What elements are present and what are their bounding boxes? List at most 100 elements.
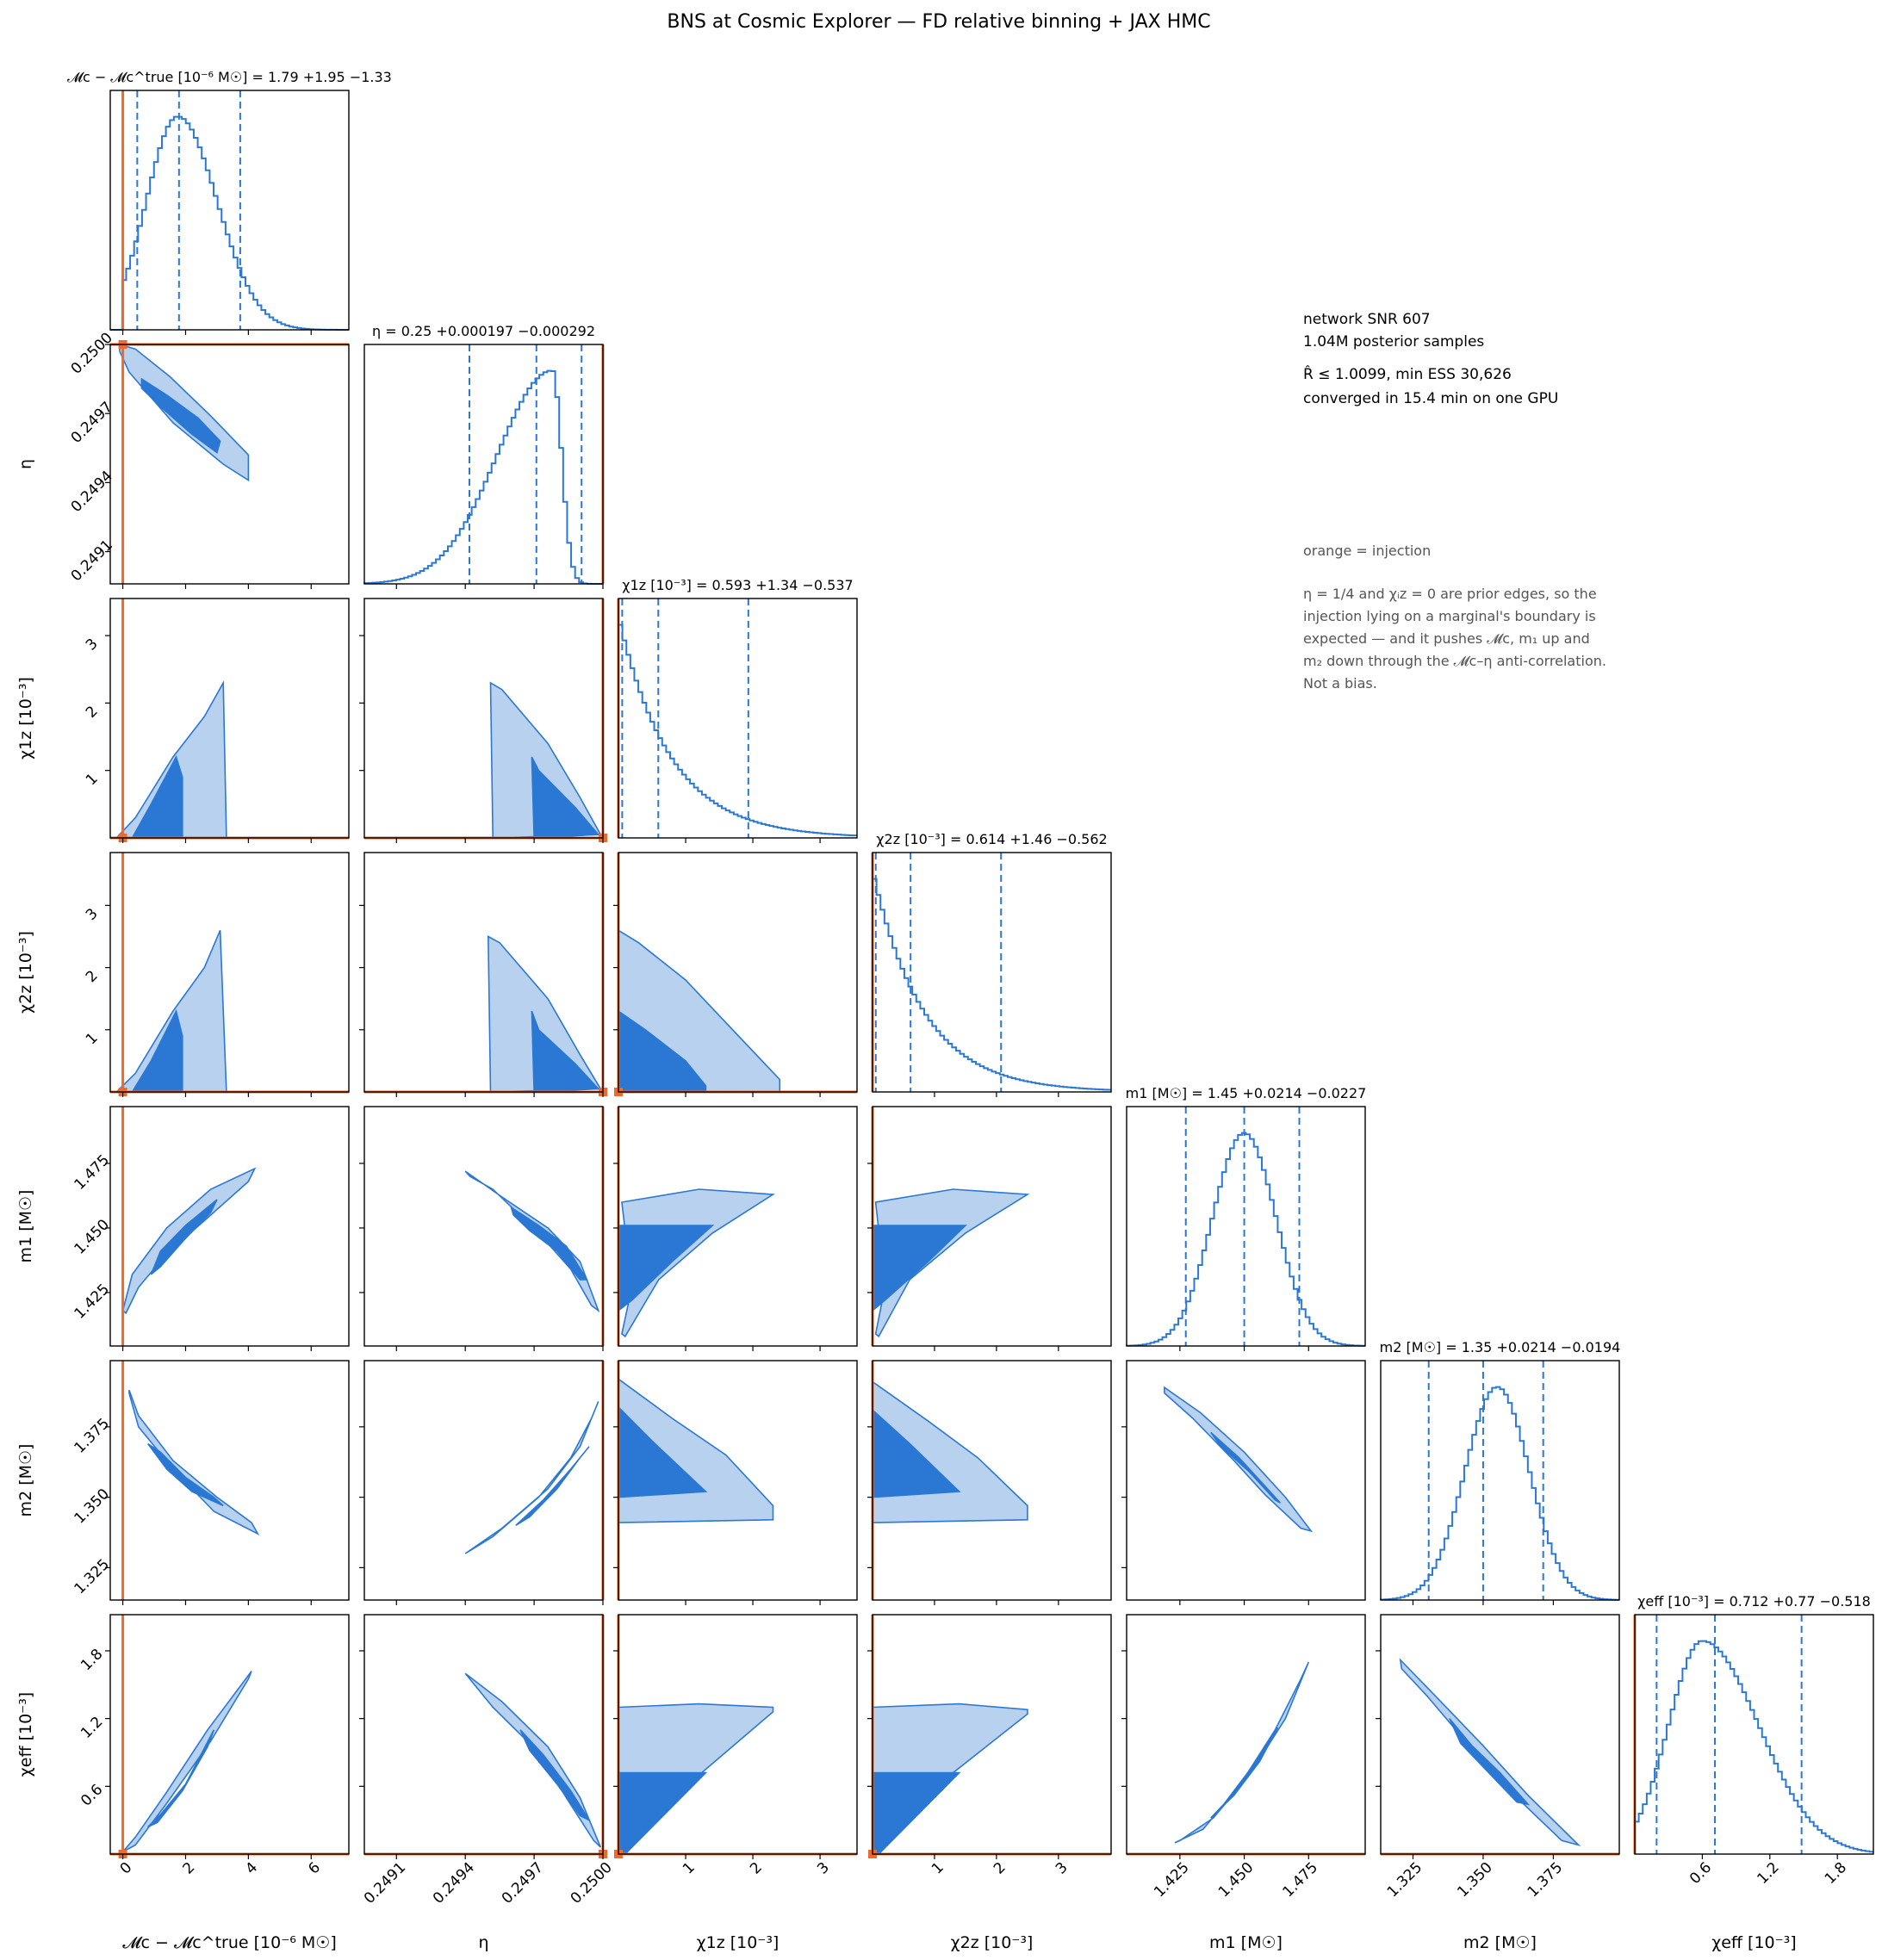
info-line-snr: network SNR 607 xyxy=(1303,311,1431,328)
ytick-label-m2: 1.350 xyxy=(71,1486,114,1528)
contour-inner-m1-mc xyxy=(150,1199,218,1275)
ytick-label-chi2: 2 xyxy=(83,967,102,986)
panel-m1-vs-m1: m1 [M☉] = 1.45 +0.0214 −0.0227 xyxy=(1126,1085,1367,1351)
panel-chieff-vs-eta: 0.2491 0.2494 0.2497 0.2500 xyxy=(359,1614,616,1907)
panel-frame xyxy=(1126,1106,1366,1347)
ytick-label-eta: 0.2497 xyxy=(68,399,116,447)
panel-m1-vs-chi2 xyxy=(867,1106,1112,1351)
contour-inner-m1-chi1 xyxy=(618,1225,715,1312)
xtick-label-chieff: 1.8 xyxy=(1822,1859,1850,1888)
panel-frame xyxy=(363,1106,604,1347)
contour-inner-eta-mc xyxy=(140,377,221,454)
panel-frame xyxy=(109,344,350,585)
note-block: orange = injection η = 1/4 and χᵢz = 0 a… xyxy=(1303,543,1606,692)
panel-chi2-vs-chi2: χ2z [10⁻³] = 0.614 +1.46 −0.562 xyxy=(871,831,1112,1097)
ytick-label-chi2: 1 xyxy=(83,1029,102,1048)
marginal-title-m1: m1 [M☉] = 1.45 +0.0214 −0.0227 xyxy=(1126,1085,1367,1101)
xaxis-label-chi1: χ1z [10⁻³] xyxy=(697,1933,780,1952)
info-line-rhat: R̂ ≤ 1.0099, min ESS 30,626 xyxy=(1303,365,1512,383)
contour-outer-chieff-mc xyxy=(121,1671,252,1853)
panel-frame xyxy=(363,598,604,839)
panel-mc-vs-mc: 𝓜c − 𝓜c^true [10⁻⁶ M☉] = 1.79 +1.95 −1.3… xyxy=(67,69,392,335)
panel-frame xyxy=(1634,1614,1874,1855)
contour-outer-m1-eta xyxy=(464,1170,600,1313)
ytick-label-chi2: 3 xyxy=(83,905,102,924)
panel-frame xyxy=(618,1360,858,1601)
marginal-title-mc: 𝓜c − 𝓜c^true [10⁻⁶ M☉] = 1.79 +1.95 −1.3… xyxy=(67,69,392,85)
contour-inner-chieff-eta xyxy=(519,1729,592,1822)
xtick-label-chieff: 0.6 xyxy=(1686,1859,1715,1888)
panel-frame xyxy=(363,852,604,1093)
yaxis-label-eta: η xyxy=(16,459,35,469)
xtick-label-eta: 0.2491 xyxy=(361,1859,409,1907)
xtick-label-m2: 1.325 xyxy=(1384,1859,1426,1901)
panel-frame xyxy=(872,1106,1112,1347)
yaxis-label-chi1: χ1z [10⁻³] xyxy=(16,677,35,760)
panel-m2-vs-m1 xyxy=(1121,1360,1366,1605)
panel-chi2-vs-mc: 1 2 3 xyxy=(83,852,350,1097)
contour-inner-chieff-chi2 xyxy=(872,1771,961,1855)
contour-inner-chieff-mc xyxy=(147,1729,215,1828)
marginal-title-chieff: χeff [10⁻³] = 0.712 +0.77 −0.518 xyxy=(1637,1593,1871,1610)
contour-outer-chieff-m1 xyxy=(1174,1661,1310,1844)
contour-inner-chieff-chi1 xyxy=(618,1771,708,1855)
contour-inner-chi2-mc xyxy=(131,1008,183,1093)
ytick-label-chieff: 1.8 xyxy=(78,1646,106,1674)
xtick-label-chi1: 2 xyxy=(747,1859,766,1878)
panel-frame xyxy=(1380,1360,1620,1601)
panel-m1-vs-mc: 1.425 1.450 1.475 xyxy=(71,1106,350,1351)
info-block: network SNR 607 1.04M posterior samples … xyxy=(1303,311,1558,407)
ytick-label-chieff: 1.2 xyxy=(78,1714,106,1742)
panel-m2-vs-eta xyxy=(359,1360,605,1605)
marginal-title-chi2: χ2z [10⁻³] = 0.614 +1.46 −0.562 xyxy=(876,831,1107,847)
contour-inner-chi1-mc xyxy=(131,754,183,839)
panel-frame xyxy=(109,1360,350,1601)
ytick-label-eta: 0.2500 xyxy=(68,330,116,378)
xtick-label-chi1: 3 xyxy=(814,1859,833,1878)
xtick-label-m1: 1.450 xyxy=(1215,1859,1258,1901)
contour-outer-m1-mc xyxy=(121,1167,257,1315)
panel-frame xyxy=(618,598,858,839)
panel-frame xyxy=(872,1614,1112,1855)
contour-inner-m1-eta xyxy=(510,1206,588,1281)
panel-eta-vs-mc: 0.2491 0.2494 0.2497 0.2500 xyxy=(68,330,350,589)
contour-outer-m2-mc xyxy=(128,1390,260,1536)
xaxis-label-m2: m2 [M☉] xyxy=(1463,1933,1537,1952)
panel-m1-vs-chi1 xyxy=(613,1106,858,1351)
ytick-label-chi1: 2 xyxy=(83,703,102,722)
panel-frame xyxy=(109,852,350,1093)
panel-chieff-vs-m2: 1.325 1.350 1.375 xyxy=(1376,1614,1620,1901)
yaxis-label-chi2: χ2z [10⁻³] xyxy=(16,931,35,1014)
xaxis-label-m1: m1 [M☉] xyxy=(1209,1933,1283,1952)
contour-outer-m2-eta xyxy=(464,1401,599,1554)
panel-frame xyxy=(363,344,604,585)
contour-inner-chi2-eta xyxy=(531,1010,600,1093)
contour-inner-chieff-m1 xyxy=(1210,1727,1279,1819)
ytick-label-m1: 1.450 xyxy=(71,1216,114,1258)
xtick-label-mc: 4 xyxy=(242,1859,261,1878)
note-line-5: expected — and it pushes 𝓜c, m₁ up and xyxy=(1303,630,1590,647)
xtick-label-chi2: 1 xyxy=(929,1859,947,1878)
note-line-6: m₂ down through the 𝓜c–η anti-correlatio… xyxy=(1303,653,1606,669)
contour-inner-m2-eta xyxy=(515,1446,590,1526)
yaxis-label-m2: m2 [M☉] xyxy=(16,1444,35,1517)
xtick-label-chieff: 1.2 xyxy=(1754,1859,1782,1888)
xaxis-label-mc: 𝓜c − 𝓜c^true [10⁻⁶ M☉] xyxy=(122,1933,337,1952)
xaxis-label-chi2: χ2z [10⁻³] xyxy=(951,1933,1034,1952)
ytick-label-eta: 0.2494 xyxy=(68,468,116,516)
xtick-label-mc: 2 xyxy=(180,1859,199,1878)
xtick-label-chi2: 3 xyxy=(1053,1859,1071,1878)
panel-m1-vs-eta xyxy=(359,1106,605,1351)
panel-frame xyxy=(363,1614,604,1855)
panel-chieff-vs-mc: 0 2 4 6 0.6 1.2 1.8 xyxy=(78,1614,350,1878)
marginal-title-m2: m2 [M☉] = 1.35 +0.0214 −0.0194 xyxy=(1380,1339,1621,1355)
panel-frame xyxy=(109,90,350,331)
marginal-hist-mc xyxy=(110,115,349,331)
panel-frame xyxy=(872,1360,1112,1601)
panel-frame xyxy=(109,1106,350,1347)
marginal-title-eta: η = 0.25 +0.000197 −0.000292 xyxy=(372,323,595,339)
marginal-hist-chieff xyxy=(1634,1640,1873,1854)
xtick-label-m1: 1.425 xyxy=(1151,1859,1193,1901)
panel-chi1-vs-chi1: χ1z [10⁻³] = 0.593 +1.34 −0.537 xyxy=(617,577,858,843)
